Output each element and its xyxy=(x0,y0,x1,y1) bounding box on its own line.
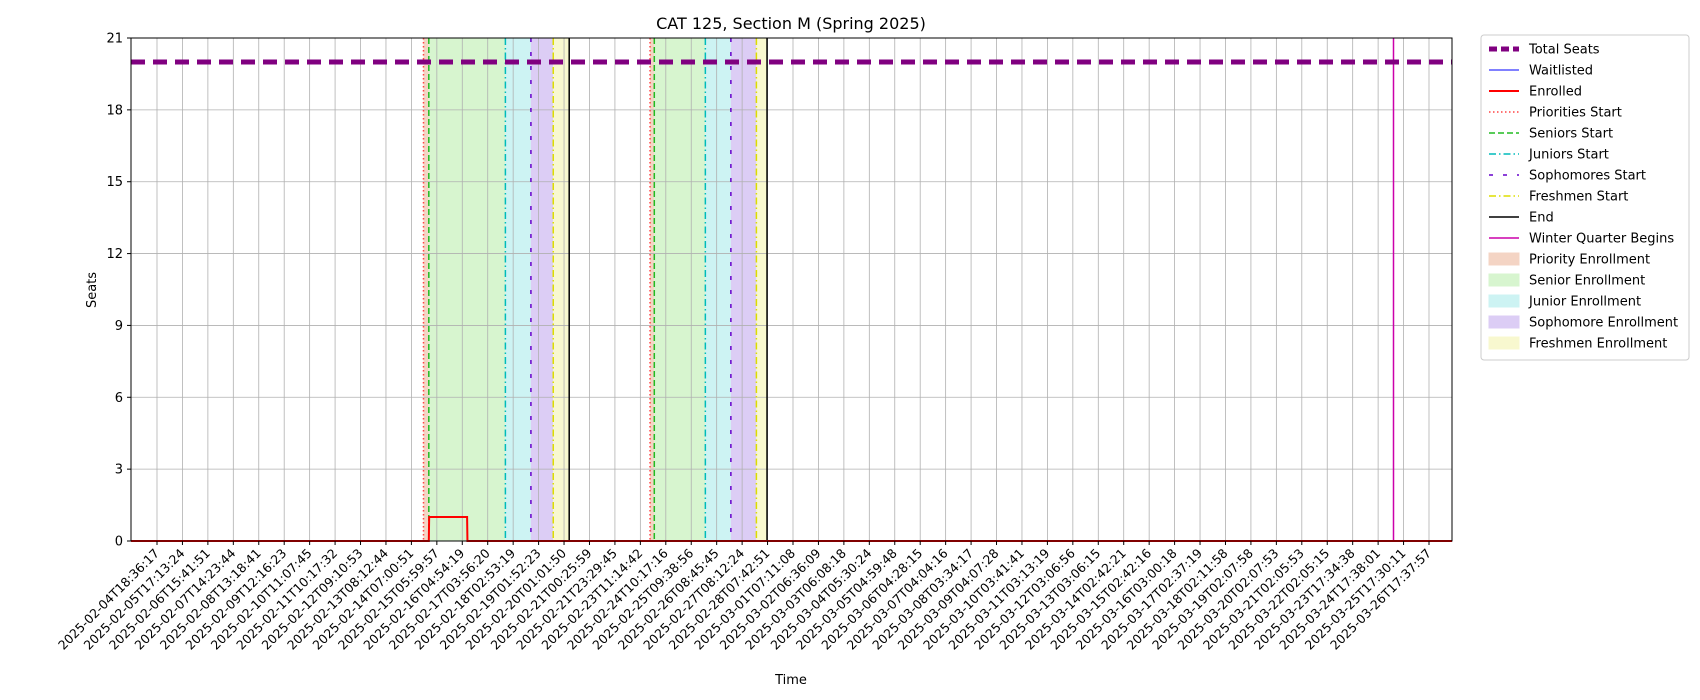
enrollment-spans xyxy=(423,38,768,541)
span-sophomore-enrollment xyxy=(730,38,757,541)
span-freshmen-enrollment xyxy=(756,38,768,541)
legend-label: Sophomores Start xyxy=(1529,169,1646,184)
span-sophomore-enrollment xyxy=(530,38,554,541)
legend-label: Total Seats xyxy=(1528,43,1600,58)
y-tick-label: 9 xyxy=(115,319,123,334)
span-senior-enrollment xyxy=(428,38,506,541)
y-tick-label: 12 xyxy=(106,247,123,262)
legend-label: Senior Enrollment xyxy=(1529,274,1645,289)
legend-swatch xyxy=(1488,273,1520,287)
legend-label: Winter Quarter Begins xyxy=(1529,232,1674,247)
y-tick-label: 3 xyxy=(115,463,123,478)
legend-label: Enrolled xyxy=(1529,85,1582,100)
legend-label: Priority Enrollment xyxy=(1529,253,1650,268)
y-axis: 0 3 6 9 12 15 18 21 xyxy=(106,32,131,550)
y-tick-label: 15 xyxy=(106,175,123,190)
legend-swatch xyxy=(1488,294,1520,308)
y-tick-label: 6 xyxy=(115,391,123,406)
legend-label: Priorities Start xyxy=(1529,106,1622,121)
legend-swatch xyxy=(1488,252,1520,266)
legend-label: Juniors Start xyxy=(1528,148,1609,163)
span-priority-enrollment xyxy=(423,38,429,541)
y-tick-label: 18 xyxy=(106,103,123,118)
y-tick-label: 0 xyxy=(115,535,123,550)
legend-label: Seniors Start xyxy=(1529,127,1613,142)
chart-title: CAT 125, Section M (Spring 2025) xyxy=(656,14,926,33)
x-axis: 2025-02-04T18:36:172025-02-05T17:13:2420… xyxy=(55,541,1434,653)
legend-swatch xyxy=(1488,315,1520,329)
x-axis-label: Time xyxy=(774,673,807,688)
legend-box xyxy=(1480,34,1690,361)
legend-label: End xyxy=(1529,211,1554,226)
y-tick-label: 21 xyxy=(106,32,123,47)
legend-label: Sophomore Enrollment xyxy=(1529,316,1678,331)
span-junior-enrollment xyxy=(505,38,531,541)
span-priority-enrollment xyxy=(650,38,655,541)
span-junior-enrollment xyxy=(705,38,731,541)
milestone-lines xyxy=(422,38,1395,541)
y-axis-label: Seats xyxy=(85,272,100,308)
legend: Total Seats Waitlisted Enrolled Priorities … xyxy=(1480,34,1690,361)
span-freshmen-enrollment xyxy=(553,38,570,541)
legend-label: Waitlisted xyxy=(1529,64,1593,79)
legend-label: Freshmen Enrollment xyxy=(1529,337,1667,352)
legend-label: Freshmen Start xyxy=(1529,190,1628,205)
legend-label: Junior Enrollment xyxy=(1528,295,1641,310)
plot-frame xyxy=(130,37,1453,542)
legend-swatch xyxy=(1488,336,1520,350)
span-senior-enrollment xyxy=(654,38,706,541)
